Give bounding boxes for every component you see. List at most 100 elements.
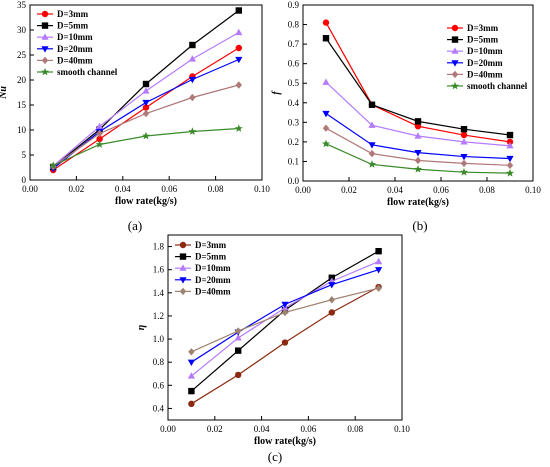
legend-label: D=5mm [195,252,227,262]
x-tick-label: 0.04 [115,184,131,194]
y-tick-label: 0.3 [288,117,300,127]
y-tick-label: 0.7 [288,39,300,49]
data-point [368,142,376,149]
series-d-20mm [322,110,514,163]
legend-entry: D=5mm [175,252,227,262]
legend-marker [41,56,49,65]
y-tick-label: 0.8 [153,357,165,367]
x-tick-label: 0.06 [301,424,317,434]
legend-label: D=20mm [57,44,93,54]
legend-label: D=3mm [467,23,499,33]
data-point [322,78,330,85]
x-tick-label: 0.00 [295,185,311,195]
legend-entry: D=40mm [175,286,231,296]
legend-entry: D=40mm [37,55,93,65]
data-point [414,118,422,125]
y-tick-label: 35 [17,0,27,10]
data-point [368,149,376,158]
data-point [189,93,196,102]
legend-entry: D=3mm [447,23,499,33]
y-tick-label: 0.0 [288,176,300,186]
series-d-3mm [188,283,382,408]
data-point [235,347,242,354]
x-tick-label: 0.08 [208,184,224,194]
data-point [234,124,243,132]
legend-entry: D=20mm [175,275,231,285]
data-point [235,371,242,379]
legend-entry: D=10mm [37,32,93,42]
legend-entry: D=5mm [447,35,499,45]
data-point [281,301,289,309]
data-point [95,140,104,148]
data-point [506,168,514,177]
y-tick-label: 25 [17,50,27,60]
x-axis-title: flow rate(kg/s) [115,196,177,207]
data-point [414,150,422,157]
y-tick-label: 1.8 [153,242,165,252]
legend-label: smooth channel [57,67,118,77]
chart-panel-2: 0.00 0.02 0.04 0.06 0.08 0.10 0.0 0.1 0.2 0.3 0.4 0… [271,0,541,233]
data-point [188,127,197,135]
data-point [96,129,103,138]
legend-marker [451,47,459,54]
y-tick-label: 30 [17,25,27,35]
data-point [187,372,195,379]
legend-label: D=5mm [467,35,499,45]
legend-entry: D=10mm [175,263,231,273]
data-point [142,80,150,88]
data-point [328,309,335,316]
legend-entry: D=3mm [37,9,89,19]
data-point [322,35,330,42]
x-tick-label: 0.02 [341,185,357,195]
data-point [235,44,242,52]
legend-marker [179,277,187,284]
data-point [96,122,104,130]
legend-label: smooth channel [467,81,528,91]
legend-label: D=10mm [467,46,503,56]
data-point [368,101,376,108]
x-tick-label: 0.02 [69,184,85,194]
x-axis-title: flow rate(kg/s) [254,436,316,447]
data-point [414,132,422,139]
x-axis-title: flow rate(kg/s) [387,197,449,208]
panel-label: (c) [268,449,282,464]
y-tick-label: 1.6 [153,265,165,275]
data-point [328,282,336,289]
y-tick-label: 5 [22,150,27,160]
x-tick-label: 0.00 [22,184,38,194]
y-tick-label: 0.6 [288,59,300,69]
series-smooth-channel [322,139,514,177]
legend-marker [179,241,187,249]
chart-panel-3: 0.00 0.02 0.04 0.06 0.08 0.10 0.4 0.6 0.8 1.0 1.2 1… [136,234,410,464]
legend-entry: D=10mm [447,46,503,56]
x-tick-label: 0.10 [394,424,410,434]
data-point [187,359,195,366]
data-point [235,56,243,64]
x-tick-label: 0.00 [160,424,176,434]
legend-label: D=5mm [57,21,89,31]
data-point [235,327,242,335]
legend-label: D=20mm [467,58,503,68]
legend-marker [451,81,459,90]
y-tick-label: 0.4 [288,98,300,108]
data-point [188,400,195,408]
legend-entry: smooth channel [447,81,528,91]
panel-label: (a) [128,218,142,233]
x-tick-label: 0.08 [479,185,495,195]
legend-marker [41,10,49,18]
y-tick-label: 0.9 [288,0,300,10]
data-point [375,257,383,265]
y-tick-label: 0.8 [288,20,300,30]
data-point [460,125,468,133]
data-point [322,19,330,26]
data-point [506,138,514,146]
panel-label: (b) [412,218,427,233]
y-tick-label: 0.6 [153,380,165,390]
series-d-40mm [322,124,514,170]
data-point [460,168,468,176]
legend-entry: smooth channel [37,67,118,77]
y-tick-label: 20 [17,75,27,85]
data-point [235,81,242,89]
y-tick-label: 15 [17,100,27,110]
y-tick-label: 1.0 [153,334,165,344]
